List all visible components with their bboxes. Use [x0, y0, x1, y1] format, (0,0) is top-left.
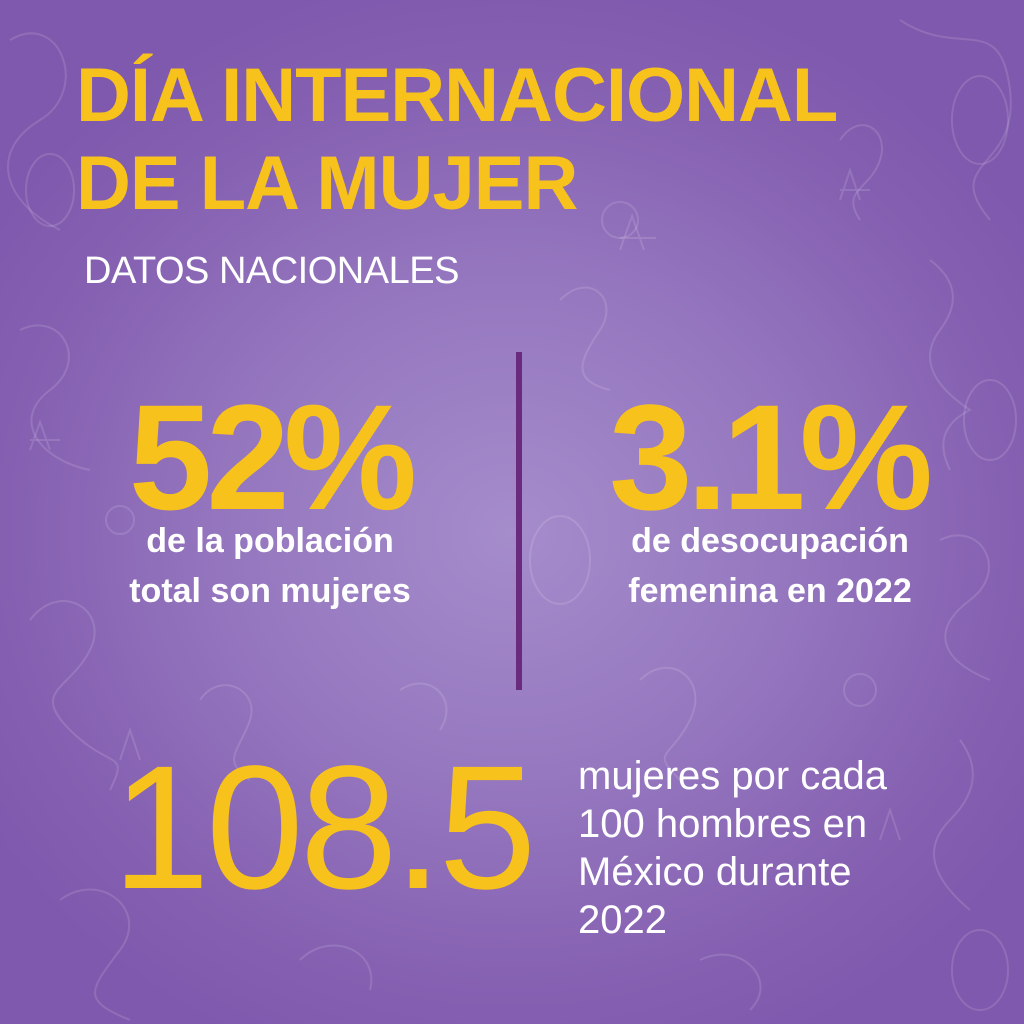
ratio-desc-line-2: 100 hombres en — [578, 802, 868, 846]
subtitle: DATOS NACIONALES — [84, 250, 459, 292]
ratio-desc-line-1: mujeres por cada — [578, 754, 888, 798]
main-title: DÍA INTERNACIONAL DE LA MUJER — [76, 52, 976, 228]
population-percentage-value: 52% — [128, 373, 417, 541]
women-per-100-men-description: mujeres por cada 100 hombres en México d… — [578, 752, 938, 944]
unemployment-desc-line-2: femenina en 2022 — [628, 572, 912, 610]
ratio-desc-line-3: México durante — [578, 850, 852, 894]
unemployment-percentage-value: 3.1% — [609, 373, 933, 541]
title-line-2: DE LA MUJER — [76, 141, 578, 226]
women-per-100-men-value: 108.5 — [112, 730, 536, 926]
population-desc-line-2: total son mujeres — [129, 572, 411, 610]
population-desc-line-1: de la población — [146, 522, 394, 560]
unemployment-percentage-description: de desocupación femenina en 2022 — [590, 516, 950, 616]
ratio-desc-line-4: 2022 — [578, 898, 667, 942]
unemployment-desc-line-1: de desocupación — [631, 522, 909, 560]
vertical-divider — [516, 352, 522, 690]
population-percentage-description: de la población total son mujeres — [90, 516, 450, 616]
title-line-1: DÍA INTERNACIONAL — [76, 53, 838, 138]
